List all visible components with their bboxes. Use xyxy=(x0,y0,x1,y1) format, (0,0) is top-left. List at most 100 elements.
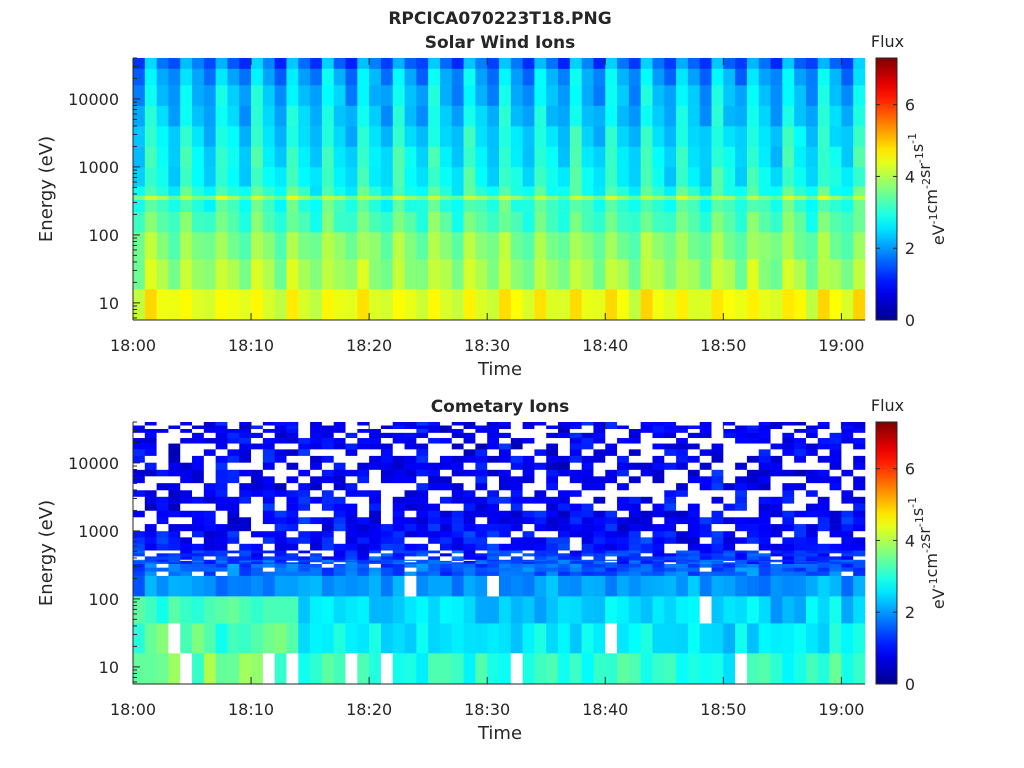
heatmap-cell xyxy=(215,567,228,572)
heatmap-cell xyxy=(156,559,169,562)
heatmap-cell xyxy=(286,562,299,564)
heatmap-cell xyxy=(558,85,571,106)
heatmap-cell xyxy=(345,68,358,86)
heatmap-cell xyxy=(499,462,512,470)
heatmap-cell xyxy=(144,199,157,212)
heatmap-cell xyxy=(558,469,571,477)
heatmap-cell xyxy=(640,496,653,504)
heatmap-cell xyxy=(841,186,854,196)
heatmap-cell xyxy=(156,425,169,430)
heatmap-cell xyxy=(664,560,677,563)
heatmap-cell xyxy=(215,425,228,430)
heatmap-cell xyxy=(841,146,854,168)
heatmap-cell xyxy=(687,571,701,576)
heatmap-cell xyxy=(735,232,748,260)
heatmap-cell xyxy=(168,105,181,127)
heatmap-cell xyxy=(534,560,547,563)
heatmap-cell xyxy=(546,563,559,568)
heatmap-cell xyxy=(782,449,795,457)
heatmap-cell xyxy=(687,146,701,168)
heatmap-cell xyxy=(392,524,405,532)
heatmap-cell xyxy=(428,537,441,545)
heatmap-cell xyxy=(499,553,512,557)
heatmap-cell xyxy=(475,259,488,290)
heatmap-cell xyxy=(770,550,783,554)
heatmap-cell xyxy=(605,623,618,654)
heatmap-cell xyxy=(133,199,146,212)
heatmap-cell xyxy=(628,575,641,597)
heatmap-cell xyxy=(746,429,760,433)
heatmap-cell xyxy=(593,232,606,260)
heatmap-cell xyxy=(687,429,701,433)
heatmap-cell xyxy=(180,563,193,568)
heatmap-cell xyxy=(510,425,523,430)
heatmap-cell xyxy=(770,443,783,450)
heatmap-cell xyxy=(581,432,594,439)
heatmap-cell xyxy=(794,259,807,290)
heatmap-cell xyxy=(558,68,571,86)
heatmap-cell xyxy=(333,166,346,187)
heatmap-cell xyxy=(569,462,582,470)
heatmap-cell xyxy=(758,125,771,147)
heatmap-cell xyxy=(664,543,677,551)
heatmap-cell xyxy=(180,232,193,260)
heatmap-cell xyxy=(687,556,701,560)
heatmap-cell xyxy=(451,232,464,260)
heatmap-cell xyxy=(817,560,830,563)
heatmap-cell xyxy=(428,186,441,196)
heatmap-cell xyxy=(168,425,181,430)
heatmap-cell xyxy=(699,496,712,504)
heatmap-cell xyxy=(203,199,216,212)
heatmap-cell xyxy=(853,567,866,572)
heatmap-cell xyxy=(168,259,181,290)
heatmap-cell xyxy=(758,489,771,498)
heatmap-cell xyxy=(227,510,240,518)
heatmap-cell xyxy=(664,483,677,491)
heatmap-cell xyxy=(463,455,476,463)
heatmap-cell xyxy=(664,550,677,554)
heatmap-cell xyxy=(687,232,701,260)
heatmap-cell xyxy=(451,422,464,426)
heatmap-cell xyxy=(404,563,417,568)
heatmap-cell xyxy=(569,199,582,212)
heatmap-cell xyxy=(581,559,594,562)
heatmap-cell xyxy=(723,496,736,504)
heatmap-cell xyxy=(416,476,429,484)
heatmap-cell xyxy=(203,146,216,168)
heatmap-cell xyxy=(180,449,193,457)
heatmap-cell xyxy=(215,68,228,86)
heatmap-cell xyxy=(357,449,370,457)
heatmap-cell xyxy=(251,517,264,525)
heatmap-cell xyxy=(369,449,382,457)
heatmap-cell xyxy=(652,68,665,86)
heatmap-cell xyxy=(711,563,724,568)
heatmap-cell xyxy=(628,58,641,69)
heatmap-cell xyxy=(227,259,240,290)
heatmap-cell xyxy=(546,455,559,463)
heatmap-cell xyxy=(416,68,429,86)
y-tick-label: 100 xyxy=(88,590,119,609)
heatmap-cell xyxy=(711,422,724,426)
heatmap-cell xyxy=(333,186,346,196)
heatmap-cell xyxy=(699,195,712,200)
heatmap-cell xyxy=(546,58,559,69)
heatmap-cell xyxy=(628,469,641,477)
heatmap-cell xyxy=(286,556,299,560)
heatmap-cell xyxy=(404,553,417,557)
heatmap-cell xyxy=(522,443,535,450)
heatmap-cell xyxy=(794,422,807,426)
heatmap-cell xyxy=(510,489,523,498)
heatmap-cell xyxy=(687,85,701,106)
heatmap-cell xyxy=(699,186,712,196)
heatmap-cell xyxy=(298,469,311,477)
heatmap-cell xyxy=(735,58,748,69)
heatmap-cell xyxy=(203,289,216,321)
heatmap-cell xyxy=(475,289,488,321)
y-axis-label: Energy (eV) xyxy=(36,500,57,606)
heatmap-cell xyxy=(628,510,641,518)
heatmap-cell xyxy=(758,146,771,168)
heatmap-cell xyxy=(546,443,559,450)
heatmap-cell xyxy=(534,462,547,470)
heatmap-cell xyxy=(782,438,795,444)
heatmap-cell xyxy=(203,563,216,568)
